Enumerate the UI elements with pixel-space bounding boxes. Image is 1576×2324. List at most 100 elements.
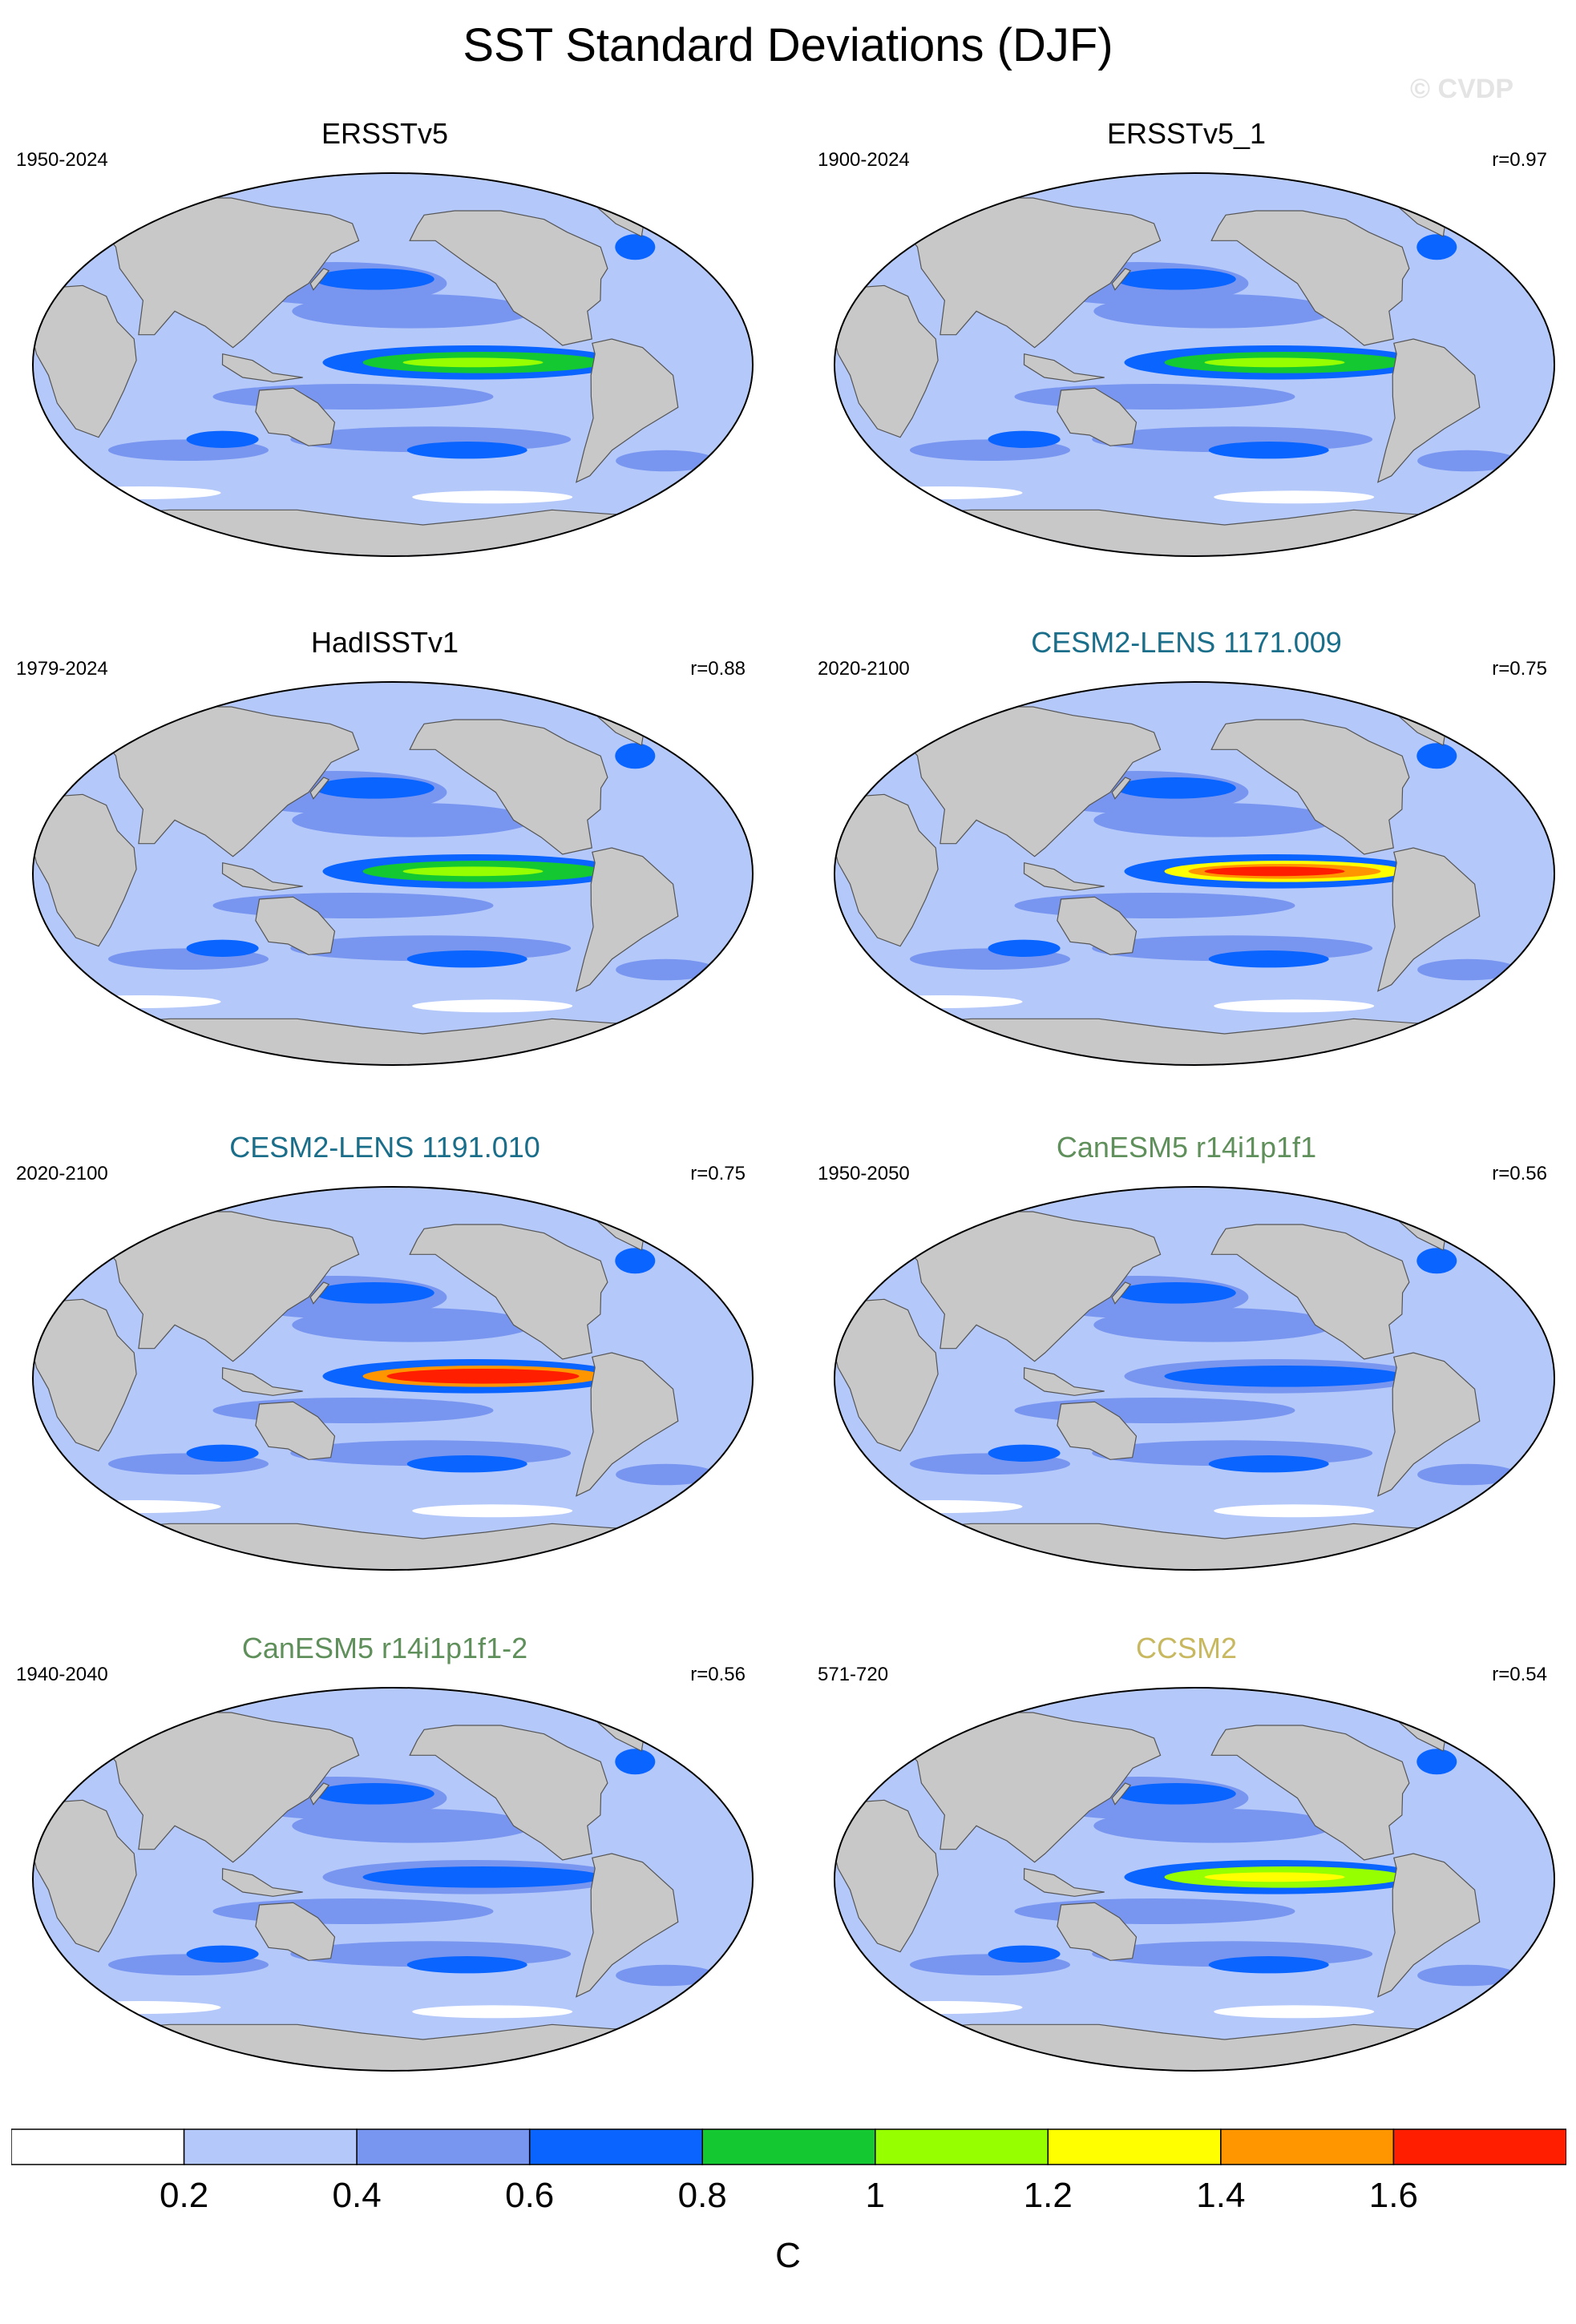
land-japan xyxy=(309,268,330,291)
sst-contour xyxy=(1214,2005,1375,2019)
land-s-america xyxy=(1377,338,1481,483)
land-s-america xyxy=(1377,1352,1481,1497)
panel-title: ERSSTv5 xyxy=(321,117,449,150)
map-border xyxy=(32,1687,754,2072)
sst-contour xyxy=(615,1248,656,1274)
map-border xyxy=(834,681,1555,1066)
map-panel-7: CanESM5 r14i1p1f1-2 1940-2040 r=0.56 xyxy=(0,1631,770,2112)
land-n-america xyxy=(1210,210,1410,346)
land-s-america xyxy=(1377,847,1481,992)
land-maritime xyxy=(221,353,303,382)
land-australia xyxy=(255,896,336,955)
land-n-america xyxy=(409,210,608,346)
colorbar-segment xyxy=(1047,2128,1222,2165)
sst-contour xyxy=(1417,958,1518,981)
sst-map xyxy=(32,681,754,1066)
sst-contour xyxy=(60,1500,221,1513)
land-japan xyxy=(1111,777,1132,800)
sst-contour xyxy=(988,1444,1061,1462)
sst-contour xyxy=(1214,490,1375,504)
map-border xyxy=(32,1186,754,1571)
sst-contour xyxy=(615,743,656,769)
sst-contour xyxy=(1014,1398,1295,1423)
sst-contour xyxy=(616,1463,717,1486)
sst-contour xyxy=(1417,1964,1518,1987)
sst-contour xyxy=(406,442,527,459)
land-eurasia xyxy=(104,1712,360,1863)
land-maritime xyxy=(1023,861,1105,891)
colorbar xyxy=(11,2128,1566,2165)
sst-contour xyxy=(1204,357,1345,368)
sst-contour xyxy=(1416,743,1457,769)
colorbar-unit: C xyxy=(775,2236,801,2275)
sst-contour xyxy=(1417,1463,1518,1486)
map-border xyxy=(834,172,1555,557)
sst-map xyxy=(32,1186,754,1571)
land-australia xyxy=(255,1902,336,1961)
panel-title: CanESM5 r14i1p1f1-2 xyxy=(241,1632,528,1664)
sst-contour xyxy=(615,1749,656,1775)
land-africa xyxy=(835,1298,939,1452)
sst-contour xyxy=(1093,294,1335,329)
land-s-america xyxy=(576,1352,679,1497)
panel-period: 2020-2100 xyxy=(818,658,910,680)
sst-contour xyxy=(988,1945,1061,1963)
land-japan xyxy=(1111,1782,1132,1806)
panel-correlation: r=0.75 xyxy=(690,1163,746,1184)
sst-contour xyxy=(1115,1282,1236,1304)
land-australia xyxy=(255,387,336,446)
panel-title: ERSSTv5_1 xyxy=(1106,117,1267,150)
sst-contour xyxy=(1208,950,1329,968)
map-border xyxy=(834,1687,1555,2072)
land-maritime xyxy=(1023,353,1105,382)
sst-map xyxy=(32,1687,754,2072)
panel-correlation: r=0.97 xyxy=(1492,149,1547,171)
sst-contour xyxy=(862,1500,1023,1513)
colorbar-segment xyxy=(1392,2128,1566,2165)
colorbar-tick-label: 0.6 xyxy=(505,2176,555,2215)
land-africa xyxy=(835,793,939,947)
sst-contour xyxy=(967,1476,1208,1494)
land-africa xyxy=(34,1298,137,1452)
land-australia xyxy=(255,1401,336,1460)
sst-contour xyxy=(1416,234,1457,260)
sst-contour xyxy=(165,1476,406,1494)
sst-contour xyxy=(616,1964,717,1987)
land-s-america xyxy=(576,338,679,483)
sst-contour xyxy=(292,1809,533,1843)
colorbar-segment xyxy=(701,2128,876,2165)
map-panel-3: HadISSTv1 1979-2024 r=0.88 xyxy=(0,625,770,1106)
panel-title: CESM2-LENS 1171.009 xyxy=(1031,626,1342,659)
map-panel-8: CCSM2 571-720 r=0.54 xyxy=(802,1631,1571,2112)
land-japan xyxy=(1111,268,1132,291)
colorbar-segment xyxy=(11,2128,185,2165)
land-maritime xyxy=(221,1867,303,1897)
sst-contour xyxy=(1204,1872,1345,1882)
sst-contour xyxy=(313,1783,434,1805)
sst-contour xyxy=(1214,1504,1375,1518)
sst-contour xyxy=(988,939,1061,957)
sst-contour xyxy=(967,1977,1208,1995)
land-australia xyxy=(1057,387,1138,446)
land-n-america xyxy=(1210,1224,1410,1360)
land-eurasia xyxy=(906,1712,1162,1863)
land-australia xyxy=(1057,1902,1138,1961)
sst-contour xyxy=(1115,777,1236,799)
land-maritime xyxy=(221,861,303,891)
sst-contour xyxy=(412,2005,573,2019)
land-maritime xyxy=(221,1366,303,1396)
sst-contour xyxy=(313,268,434,290)
land-eurasia xyxy=(906,1211,1162,1362)
sst-contour xyxy=(1093,803,1335,837)
sst-contour xyxy=(292,803,533,837)
sst-contour xyxy=(60,486,221,499)
land-s-america xyxy=(576,847,679,992)
panel-correlation: r=0.56 xyxy=(1492,1163,1547,1184)
sst-contour xyxy=(1093,1308,1335,1342)
panel-period: 1950-2024 xyxy=(16,149,108,171)
map-panel-5: CESM2-LENS 1191.010 2020-2100 r=0.75 xyxy=(0,1130,770,1611)
sst-contour xyxy=(1204,866,1345,877)
sst-contour xyxy=(165,971,406,989)
land-japan xyxy=(309,1281,330,1305)
sst-map xyxy=(32,172,754,557)
